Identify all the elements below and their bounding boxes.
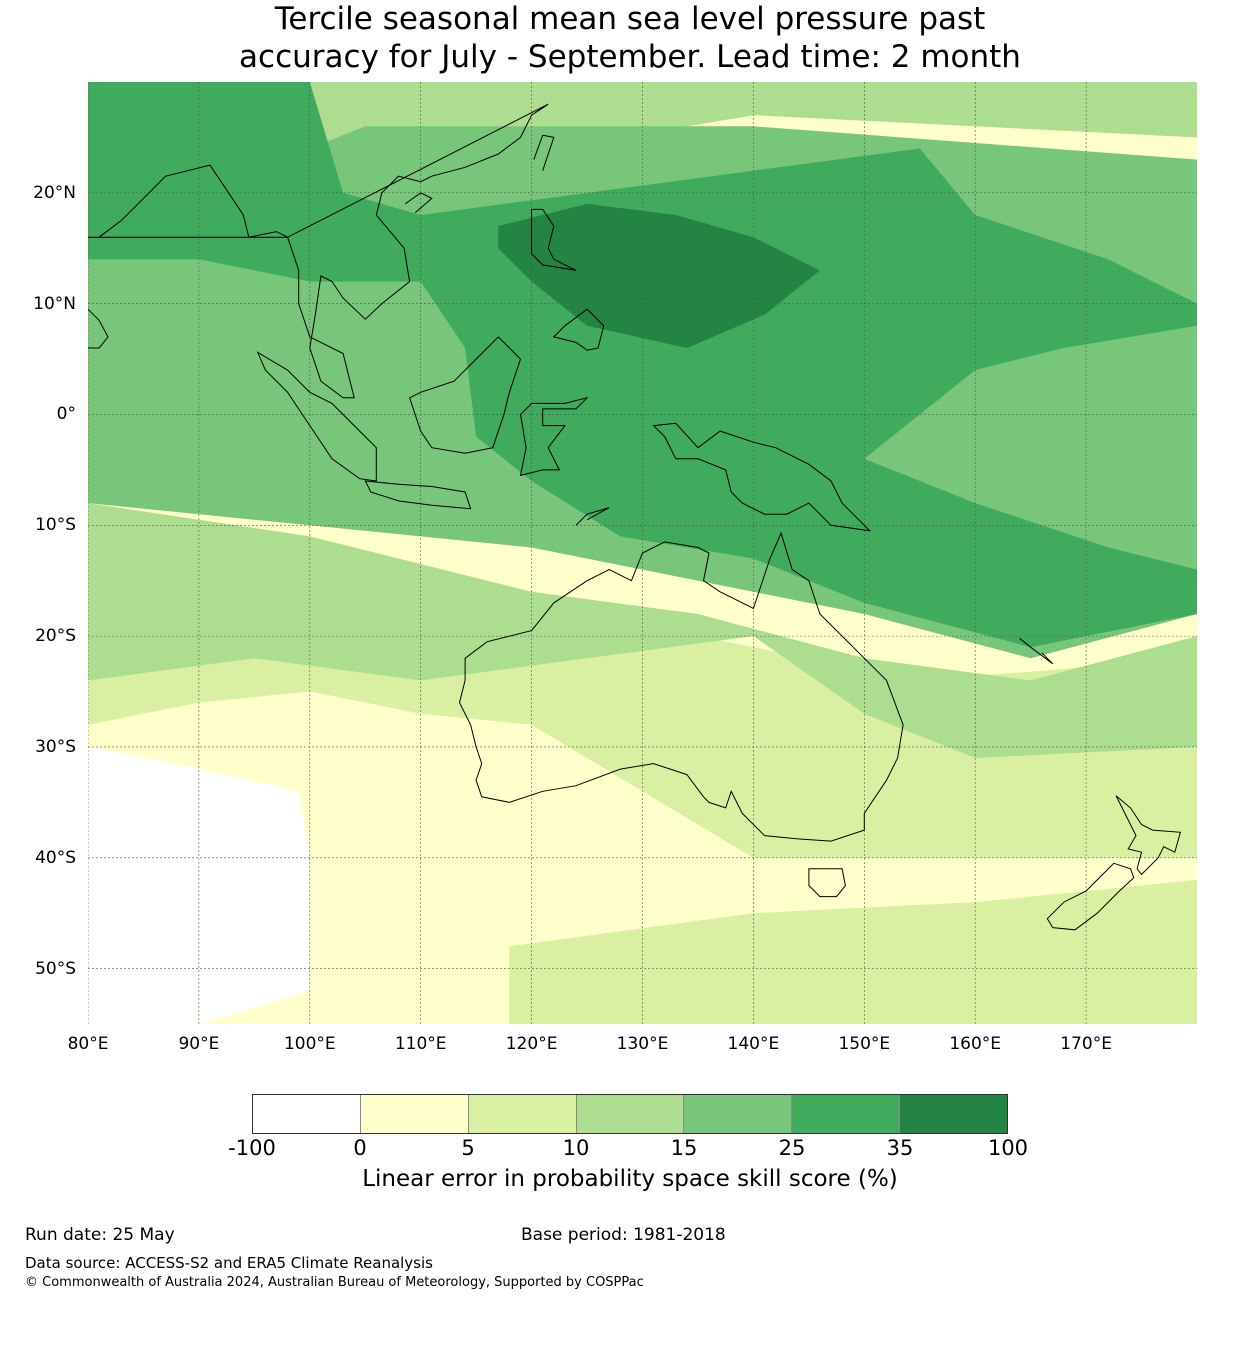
sulawesi-coast <box>519 396 589 477</box>
lon-label: 90°E <box>178 1034 220 1054</box>
colorbar-tick-label: 10 <box>562 1136 590 1160</box>
lat-label: 50°S <box>35 958 76 979</box>
colorbar-segment <box>359 1095 468 1133</box>
lat-label: 30°S <box>35 736 76 757</box>
colorbar-tick-label: 15 <box>670 1136 698 1160</box>
lat-label: 10°N <box>33 293 76 314</box>
lat-label: 20°S <box>35 626 76 647</box>
colorbar-segment <box>253 1095 360 1133</box>
colorbar-segment <box>683 1095 792 1133</box>
region-10-north <box>309 82 1197 193</box>
timor-coast <box>575 507 610 526</box>
borneo-coast <box>408 336 522 454</box>
region-0 <box>88 746 310 1024</box>
colorbar-tick-label: 100 <box>987 1136 1029 1160</box>
new-guinea-coast <box>652 422 872 532</box>
lon-label: 160°E <box>949 1034 1002 1054</box>
data-source: Data source: ACCESS-S2 and ERA5 Climate … <box>25 1254 433 1272</box>
colorbar-label: Linear error in probability space skill … <box>362 1166 898 1192</box>
lon-label: 130°E <box>616 1034 669 1054</box>
lon-label: 150°E <box>838 1034 891 1054</box>
colorbar-segment <box>467 1095 576 1133</box>
lat-label: 10°S <box>35 515 76 536</box>
chart-title: Tercile seasonal mean sea level pressure… <box>0 0 1260 76</box>
lon-label: 100°E <box>283 1034 336 1054</box>
copyright: © Commonwealth of Australia 2024, Austra… <box>25 1275 644 1290</box>
colorbar-segment <box>899 1095 1008 1133</box>
java-coast <box>364 480 472 510</box>
colorbar-tick-label: 0 <box>353 1136 367 1160</box>
colorbar-segment <box>791 1095 900 1133</box>
luzon-coast <box>531 208 577 271</box>
lon-label: 80°E <box>67 1034 109 1054</box>
title-line-1: Tercile seasonal mean sea level pressure… <box>274 1 986 37</box>
colorbar-tick-label: -100 <box>228 1136 276 1160</box>
colorbar-tick-label: 35 <box>886 1136 914 1160</box>
run-date: Run date: 25 May <box>25 1225 175 1245</box>
skill-field-layer <box>88 82 1197 1024</box>
colorbar-tick-label: 5 <box>461 1136 475 1160</box>
indochina-coast <box>286 103 549 399</box>
colorbar-segment <box>575 1095 684 1133</box>
hainan-coast <box>404 192 433 214</box>
mindanao-coast <box>552 308 605 351</box>
lon-label: 140°E <box>727 1034 780 1054</box>
lat-label: 20°N <box>33 182 76 203</box>
nz-south-coast <box>1046 862 1135 931</box>
colorbar <box>252 1094 1008 1134</box>
australia-coast <box>458 531 904 842</box>
region-25 <box>88 82 1197 648</box>
lon-label: 170°E <box>1060 1034 1112 1054</box>
sri-lanka-coast <box>88 308 109 349</box>
base-period: Base period: 1981-2018 <box>521 1225 726 1245</box>
nz-north-coast <box>1115 795 1182 876</box>
title-line-2: accuracy for July - September. Lead time… <box>239 39 1021 75</box>
lat-label: 0° <box>56 404 76 425</box>
tasmania-coast <box>808 868 846 898</box>
lon-label: 110°E <box>394 1034 447 1054</box>
region-35 <box>498 203 820 348</box>
lat-label: 40°S <box>35 847 76 868</box>
sumatra-coast <box>256 351 377 482</box>
new-caledonia-coast <box>1019 637 1054 665</box>
region-5-south <box>509 879 1197 1024</box>
taiwan-coast <box>533 134 555 171</box>
india-coast <box>88 164 288 238</box>
lon-label: 120°E <box>505 1034 558 1054</box>
coastlines <box>88 103 1182 931</box>
colorbar-tick-label: 25 <box>778 1136 806 1160</box>
skill-score-map[interactable] <box>88 82 1197 1024</box>
